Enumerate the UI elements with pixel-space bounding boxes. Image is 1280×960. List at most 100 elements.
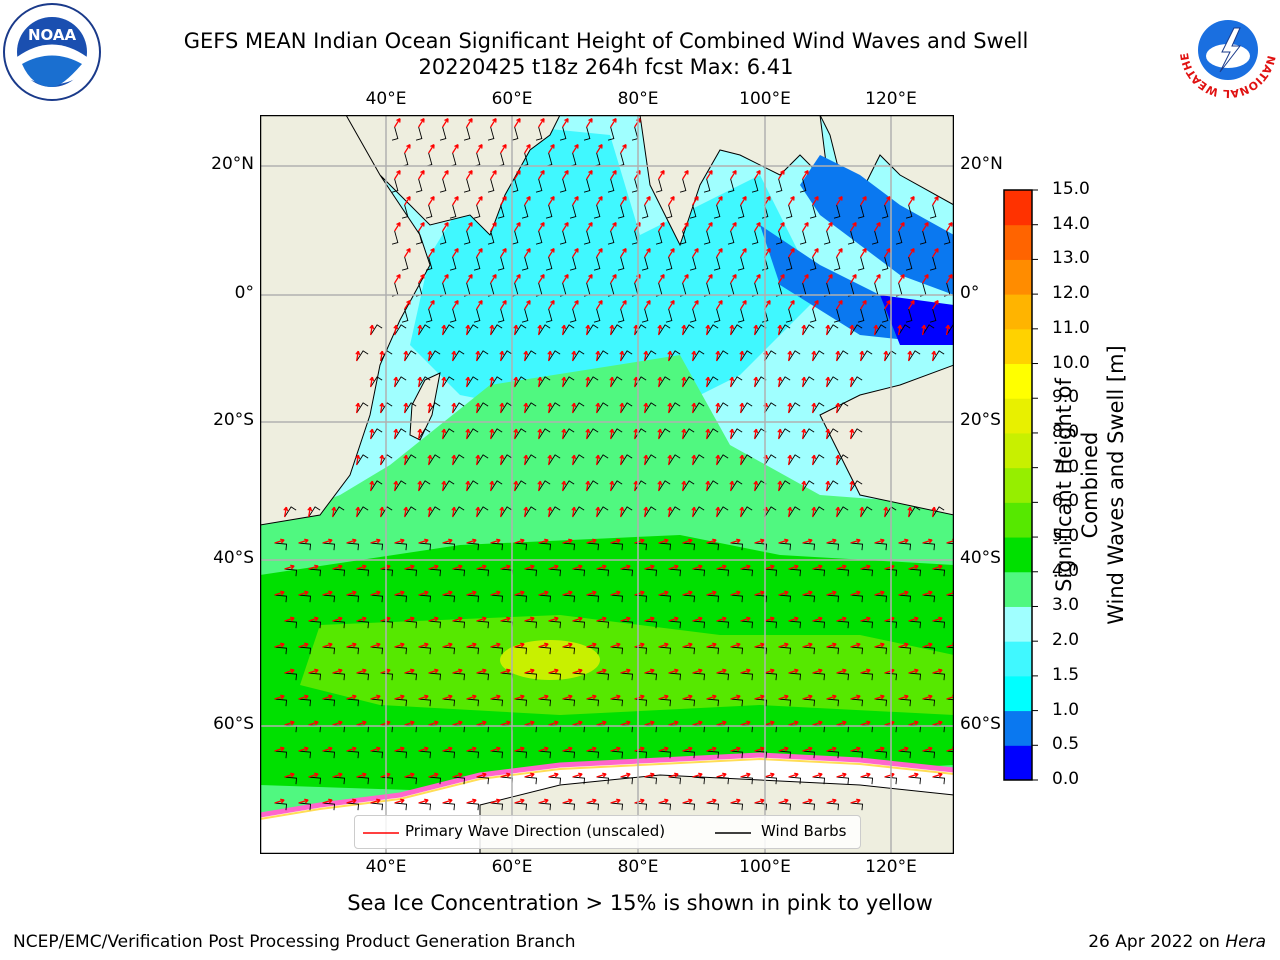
- wind-barb: [404, 350, 417, 362]
- wave-direction-arrow: [418, 118, 425, 128]
- wind-barb: [425, 204, 433, 219]
- wave-direction-arrow: [681, 324, 687, 336]
- wind-barb: [826, 542, 840, 551]
- wind-barb: [778, 750, 792, 759]
- wave-direction-arrow: [802, 170, 809, 180]
- wind-barb: [463, 126, 471, 141]
- wave-direction-arrow: [610, 746, 621, 752]
- wind-barb: [692, 620, 706, 629]
- wind-barb: [706, 750, 720, 759]
- colorbar-segment: [1004, 467, 1032, 503]
- wind-barb: [713, 256, 721, 271]
- wave-direction-arrow: [548, 300, 555, 310]
- wave-direction-arrow: [812, 300, 819, 310]
- wave-direction-arrow: [394, 118, 401, 128]
- wind-barb: [620, 568, 634, 577]
- wave-direction-arrow: [308, 616, 319, 622]
- wave-direction-arrow: [346, 798, 357, 804]
- wind-barb: [428, 506, 441, 518]
- wave-direction-arrow: [908, 616, 919, 622]
- wind-barb: [641, 308, 649, 323]
- wind-barb: [730, 802, 744, 811]
- wave-direction-arrow: [585, 480, 591, 492]
- wave-direction-arrow: [500, 616, 511, 622]
- wind-barb: [850, 802, 864, 811]
- wind-barb: [833, 256, 841, 271]
- wave-direction-arrow: [932, 196, 939, 206]
- wind-barb: [898, 542, 912, 551]
- wind-barb: [946, 698, 954, 701]
- wave-direction-arrow: [634, 590, 645, 596]
- wave-direction-arrow: [715, 454, 721, 466]
- wind-barb: [716, 620, 730, 629]
- wind-barb: [716, 454, 729, 466]
- wave-direction-arrow: [908, 772, 919, 778]
- wave-direction-arrow: [643, 454, 649, 466]
- wind-barb: [332, 776, 346, 785]
- colorbar-label: Significant Height of Combined Wind Wave…: [1052, 345, 1128, 625]
- wind-barb: [394, 646, 408, 655]
- wind-barb: [689, 256, 697, 271]
- wave-direction-arrow: [787, 506, 793, 518]
- wave-direction-arrow: [394, 798, 405, 804]
- wave-direction-arrow: [332, 616, 343, 622]
- lon-label-bottom: 100°E: [739, 857, 791, 877]
- wind-barb: [730, 698, 744, 707]
- wind-barb: [610, 376, 623, 388]
- wave-direction-arrow: [586, 642, 597, 648]
- wind-barb: [826, 698, 840, 707]
- wind-barb: [442, 376, 455, 388]
- wind-barb: [442, 428, 455, 440]
- wind-barb: [476, 454, 489, 466]
- wave-direction-arrow: [681, 428, 687, 440]
- wind-barb: [452, 568, 466, 577]
- wind-barb: [754, 646, 768, 655]
- map-legend: Primary Wave Direction (unscaled) Wind B…: [354, 815, 861, 849]
- wind-barb: [401, 256, 409, 271]
- wave-direction-arrow: [802, 798, 813, 804]
- wave-direction-arrow: [523, 402, 529, 414]
- nws-logo: NATIONAL WEATHER SERVICE: [1178, 0, 1278, 100]
- wave-direction-arrow: [715, 350, 721, 362]
- wind-barb: [391, 126, 399, 141]
- wind-barb: [932, 568, 946, 577]
- wave-direction-arrow: [826, 746, 837, 752]
- wave-direction-arrow: [500, 144, 507, 154]
- wind-barb: [713, 204, 721, 219]
- wind-barb: [476, 350, 489, 362]
- wave-direction-arrow: [418, 590, 429, 596]
- wind-barb: [713, 308, 721, 323]
- wave-direction-arrow: [787, 350, 793, 362]
- wave-direction-arrow: [355, 402, 361, 414]
- wind-barb: [466, 428, 479, 440]
- wave-direction-arrow: [668, 300, 675, 310]
- wave-direction-arrow: [692, 564, 703, 570]
- wave-direction-arrow: [778, 590, 789, 596]
- wave-direction-arrow: [283, 506, 289, 518]
- wind-barb: [586, 646, 600, 655]
- wave-direction-arrow: [346, 694, 357, 700]
- wave-direction-arrow: [850, 694, 861, 700]
- wave-direction-arrow: [417, 428, 423, 440]
- wave-direction-arrow: [692, 772, 703, 778]
- wave-direction-arrow: [610, 274, 617, 284]
- wave-direction-arrow: [404, 772, 415, 778]
- wind-barb: [644, 776, 658, 785]
- wave-direction-arrow: [571, 506, 577, 518]
- wave-direction-arrow: [706, 798, 717, 804]
- wave-direction-arrow: [428, 196, 435, 206]
- wave-direction-arrow: [548, 196, 555, 206]
- wave-direction-arrow: [634, 642, 645, 648]
- wind-barb: [905, 256, 913, 271]
- wave-direction-arrow: [619, 402, 625, 414]
- wind-barb: [610, 324, 623, 336]
- wave-direction-arrow: [620, 144, 627, 154]
- wave-direction-arrow: [850, 222, 857, 232]
- wind-barb: [775, 178, 783, 193]
- wind-barb: [425, 256, 433, 271]
- wave-direction-arrow: [322, 590, 333, 596]
- wave-direction-arrow: [538, 746, 549, 752]
- wave-direction-arrow: [754, 538, 765, 544]
- wind-barb: [322, 802, 336, 811]
- wave-direction-arrow: [610, 170, 617, 180]
